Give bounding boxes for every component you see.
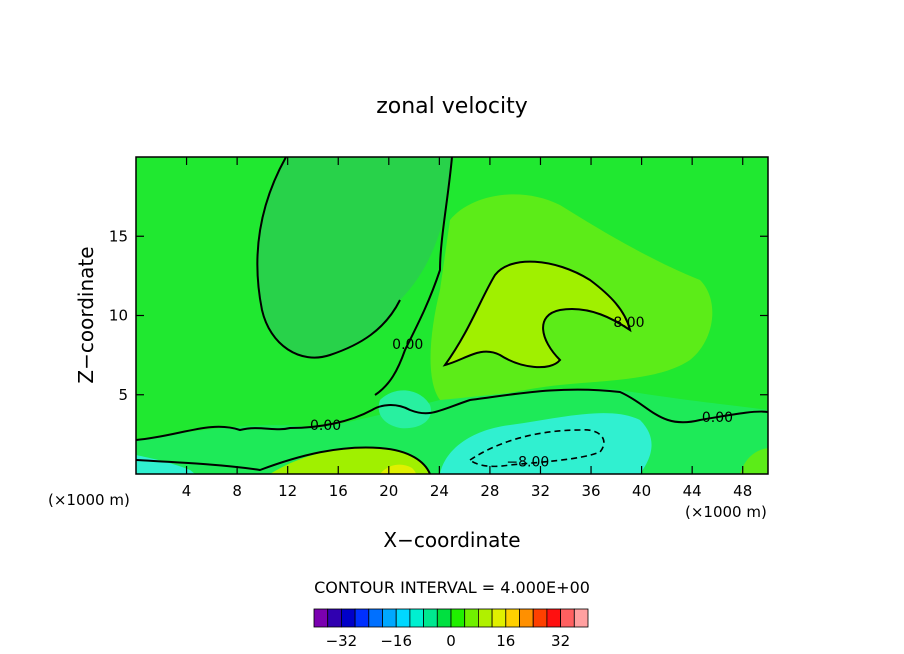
region-positive-inner	[445, 261, 630, 368]
colorbar-tick-label: −16	[380, 632, 412, 650]
x-tick-label: 20	[379, 482, 398, 500]
x-unit-right: (×1000 m)	[685, 503, 767, 521]
colorbar-swatch	[423, 608, 438, 628]
y-tick-label: 10	[109, 307, 128, 325]
contour-zero-plume	[256, 157, 401, 359]
colorbar-swatch	[519, 608, 534, 628]
x-axis-label: X−coordinate	[383, 528, 520, 552]
y-tick-label: 5	[118, 386, 128, 404]
x-tick-label: 40	[632, 482, 651, 500]
contour-label: 0.00	[392, 337, 423, 353]
contour-label: 0.00	[702, 410, 733, 426]
region-positive-right	[740, 448, 768, 474]
colorbar-tick-label: −32	[326, 632, 358, 650]
colorbar-swatch	[409, 608, 424, 628]
x-tick-label: 16	[329, 482, 348, 500]
colorbar-swatch	[573, 608, 589, 628]
x-tick-label: 12	[278, 482, 297, 500]
x-tick-label: 48	[733, 482, 752, 500]
colorbar-swatch	[382, 608, 397, 628]
colorbar-tick-label: 16	[496, 632, 515, 650]
contour-label: 0.00	[310, 418, 341, 434]
contour-field	[136, 157, 768, 474]
colorbar-tick-label: 0	[446, 632, 456, 650]
x-tick-label: 32	[531, 482, 550, 500]
x-tick-label: 44	[683, 482, 702, 500]
contour-labels: 0.00 0.00 8.00 0.00 −8.00	[310, 315, 733, 470]
x-tick-label: 36	[581, 482, 600, 500]
region-negative-left	[136, 455, 195, 474]
colorbar-swatch	[491, 608, 507, 628]
colorbar-swatch	[368, 608, 383, 628]
contour-positive-jet	[136, 446, 431, 474]
colorbar-swatch	[436, 608, 452, 628]
colorbar-swatch	[313, 608, 329, 628]
x-unit-left: (×1000 m)	[48, 491, 130, 509]
colorbar-swatch	[560, 608, 575, 628]
contour-interval-text: CONTOUR INTERVAL = 4.000E+00	[314, 578, 590, 597]
x-tick-label: 8	[232, 482, 242, 500]
chart-title: zonal velocity	[376, 94, 528, 119]
y-tick-label: 15	[109, 227, 128, 245]
x-tick-label: 28	[480, 482, 499, 500]
x-tick-label: 24	[430, 482, 449, 500]
contour-label: 8.00	[613, 315, 644, 331]
x-axis-ticks: 4 8 12 16 20 24 28 32 36 40 44 48	[182, 157, 752, 500]
colorbar-swatch	[532, 608, 548, 628]
contour-label: −8.00	[506, 454, 549, 470]
colorbar-swatch	[327, 608, 342, 628]
region-low-negative	[378, 390, 431, 429]
x-tick-label: 4	[182, 482, 192, 500]
y-axis-ticks: 5 10 15	[109, 227, 768, 404]
colorbar-swatch	[464, 608, 479, 628]
region-negative-jet	[440, 413, 652, 474]
colorbar-swatch	[477, 608, 493, 628]
colorbar-swatch	[546, 608, 562, 628]
colorbar-tick-labels: −32 −16 0 16 32	[326, 632, 571, 650]
colorbar-swatch	[395, 608, 411, 628]
contour-zero-central	[374, 157, 453, 396]
colorbar	[313, 608, 589, 628]
colorbar-swatch	[450, 608, 466, 628]
colorbar-tick-label: 32	[551, 632, 570, 650]
region-zero-plume	[257, 157, 452, 358]
colorbar-swatch	[354, 608, 370, 628]
contour-eight-positive	[442, 260, 632, 369]
y-axis-label: Z−coordinate	[74, 246, 98, 383]
colorbar-swatch	[505, 608, 520, 628]
colorbar-swatch	[340, 608, 356, 628]
contour-zero-lower	[136, 388, 768, 441]
